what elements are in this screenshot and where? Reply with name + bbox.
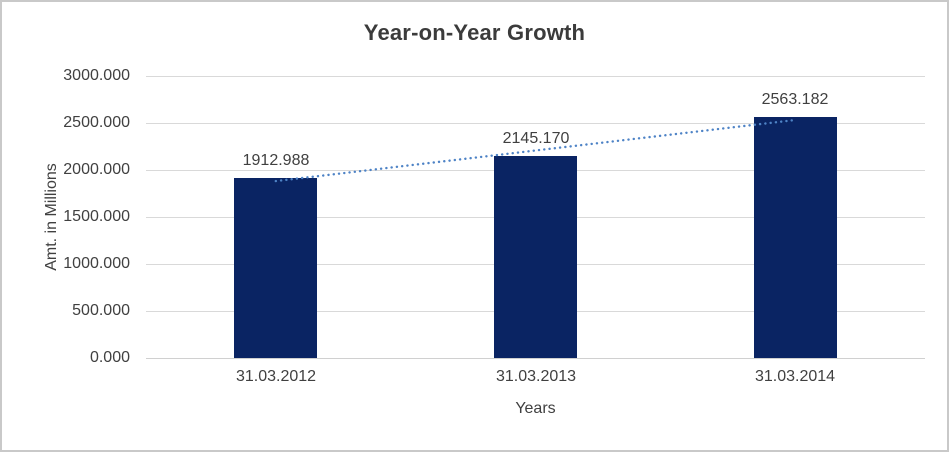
gridline	[146, 123, 925, 124]
gridline	[146, 358, 925, 359]
trendline	[274, 118, 797, 183]
chart-title: Year-on-Year Growth	[363, 20, 586, 45]
bar-value-label: 2145.170	[502, 130, 570, 147]
bar-value-label: 1912.988	[242, 152, 310, 169]
bar	[234, 178, 317, 358]
x-tick-label: 31.03.2012	[235, 368, 317, 385]
y-tick-label: 1500.000	[63, 208, 130, 225]
bar	[754, 117, 837, 358]
y-tick-label: 2500.000	[63, 114, 130, 131]
y-tick-label: 3000.000	[63, 67, 130, 84]
trendline-path	[274, 118, 797, 183]
y-tick-label: 1000.000	[63, 255, 130, 272]
y-axis-tick-labels: 0.000 500.000 1000.000 1500.000 2000.000 2500…	[2, 67, 130, 366]
y-tick-label: 2000.000	[63, 161, 130, 178]
x-axis-tick-labels: 31.03.2012 31.03.2013 31.03.2014	[146, 368, 925, 388]
x-tick-label: 31.03.2014	[754, 368, 836, 385]
gridline	[146, 76, 925, 77]
plot-area: 1912.988 2145.170 2563.182	[146, 76, 925, 359]
bars-layer: 1912.988 2145.170 2563.182	[146, 76, 925, 358]
y-tick-label: 0.000	[89, 349, 130, 366]
bar	[494, 156, 577, 358]
y-tick-label: 500.000	[72, 302, 130, 319]
bar-value-label: 2563.182	[761, 91, 829, 108]
x-axis-title: Years	[515, 400, 556, 417]
x-tick-label: 31.03.2013	[495, 368, 577, 385]
